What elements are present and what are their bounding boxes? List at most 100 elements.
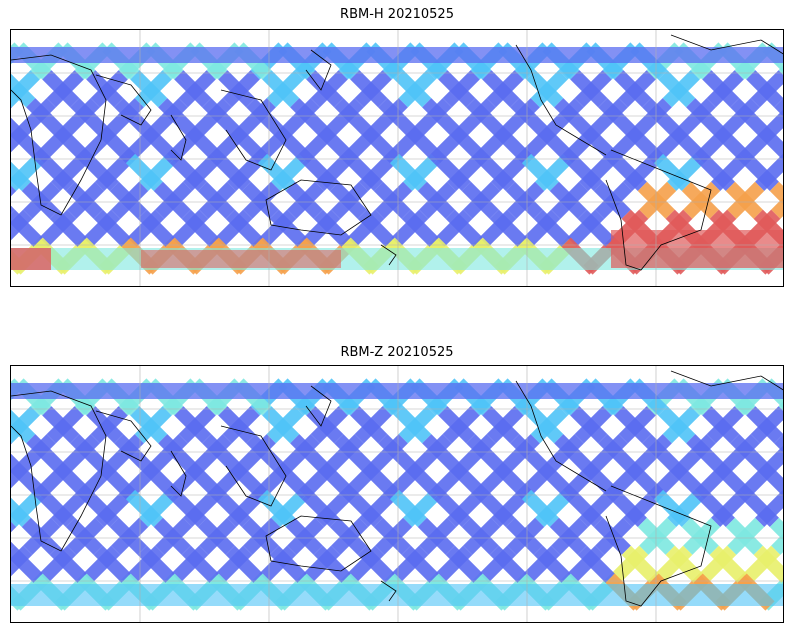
swath-segment — [445, 545, 483, 583]
swath-segment — [477, 153, 515, 191]
swath-segment — [766, 109, 783, 136]
swath-segment — [593, 181, 631, 219]
swath-segment — [642, 434, 680, 472]
map-rbm-z — [11, 366, 783, 622]
swath-segment — [746, 70, 783, 108]
swath-segment — [521, 489, 559, 527]
swath-segment — [769, 517, 783, 541]
swath-segment — [681, 517, 719, 555]
swath-segment — [202, 98, 240, 136]
swath-segment — [329, 181, 367, 219]
swath-segment — [202, 434, 240, 472]
swath-segment — [401, 209, 439, 247]
swath-segment — [125, 489, 163, 527]
coastline — [515, 380, 607, 492]
coastline — [670, 370, 783, 391]
south-band-hot — [141, 250, 341, 268]
swath-segment — [378, 98, 416, 136]
swath-segment — [394, 406, 432, 444]
swath-segment — [598, 98, 636, 136]
swath-segment — [725, 517, 763, 555]
swath-segment — [461, 517, 499, 555]
swath-segment — [730, 98, 768, 136]
swath-segment — [609, 489, 647, 527]
swath-segment — [81, 489, 119, 527]
swath-segment — [697, 153, 735, 191]
swath-segment — [570, 406, 608, 444]
swath-segment — [257, 489, 295, 527]
swath-segment — [313, 209, 351, 247]
swath-segment — [433, 153, 471, 191]
swath-segment — [345, 489, 383, 527]
swath-segment — [670, 126, 708, 164]
swath-segment — [93, 209, 131, 247]
swath-segment — [445, 209, 483, 247]
swath-segment — [362, 126, 400, 164]
swath-segment — [771, 197, 783, 219]
swath-segment — [653, 153, 691, 191]
swath-segment — [526, 70, 564, 108]
swath-segment — [538, 462, 576, 500]
swath-segment — [702, 406, 740, 444]
swath-segment — [125, 153, 163, 191]
swath-segment — [477, 489, 515, 527]
swath-segment — [582, 126, 620, 164]
swath-segment — [334, 434, 372, 472]
swath-segment — [11, 409, 36, 444]
swath-segment — [306, 406, 344, 444]
swath-segment — [433, 489, 471, 527]
swath-segment — [329, 517, 367, 555]
swath-segment — [554, 98, 592, 136]
swath-segment — [389, 489, 427, 527]
swath-segment — [681, 181, 719, 219]
swath-segment — [11, 545, 43, 583]
swath-segment — [658, 406, 696, 444]
swath-segment — [626, 126, 664, 164]
swath-segment — [538, 126, 576, 164]
swath-segment — [130, 406, 168, 444]
swath-segment — [241, 517, 279, 555]
swath-segment — [11, 161, 31, 191]
swath-segment — [489, 209, 527, 247]
swath-segment — [709, 545, 747, 583]
coastline — [170, 114, 187, 161]
swath-segment — [169, 489, 207, 527]
swath-segment — [197, 181, 235, 219]
swath-segment — [181, 545, 219, 583]
coastline — [95, 74, 152, 126]
swath-segment — [665, 545, 703, 583]
swath-segment — [26, 434, 64, 472]
swath-segment — [642, 98, 680, 136]
swath-segment — [313, 545, 351, 583]
swath-segment — [378, 434, 416, 472]
swath-segment — [285, 181, 323, 219]
swath-segment — [218, 70, 256, 108]
swath-segment — [230, 462, 268, 500]
coastline — [380, 580, 397, 602]
map-frame — [10, 365, 784, 623]
map-rbm-h — [11, 30, 783, 286]
swath-segment — [357, 545, 395, 583]
swath-segment — [746, 406, 783, 444]
swath-segment — [225, 209, 263, 247]
swath-segment — [11, 209, 43, 247]
swath-segment — [714, 462, 752, 500]
swath-segment — [334, 98, 372, 136]
swath-segment — [70, 434, 108, 472]
swath-segment — [389, 153, 427, 191]
north-band — [11, 47, 783, 63]
swath-segment — [778, 401, 783, 411]
swath-segment — [11, 462, 48, 500]
coastline — [265, 179, 372, 236]
swath-segment — [186, 126, 224, 164]
swath-segment — [771, 533, 783, 555]
coastline — [220, 425, 287, 507]
swath-segment — [450, 462, 488, 500]
swath-segment — [158, 98, 196, 136]
swath-segment — [653, 489, 691, 527]
swath-segment — [505, 181, 543, 219]
coastline — [95, 410, 152, 462]
swath-segment — [262, 406, 300, 444]
swath-segment — [461, 181, 499, 219]
swath-segment — [466, 434, 504, 472]
